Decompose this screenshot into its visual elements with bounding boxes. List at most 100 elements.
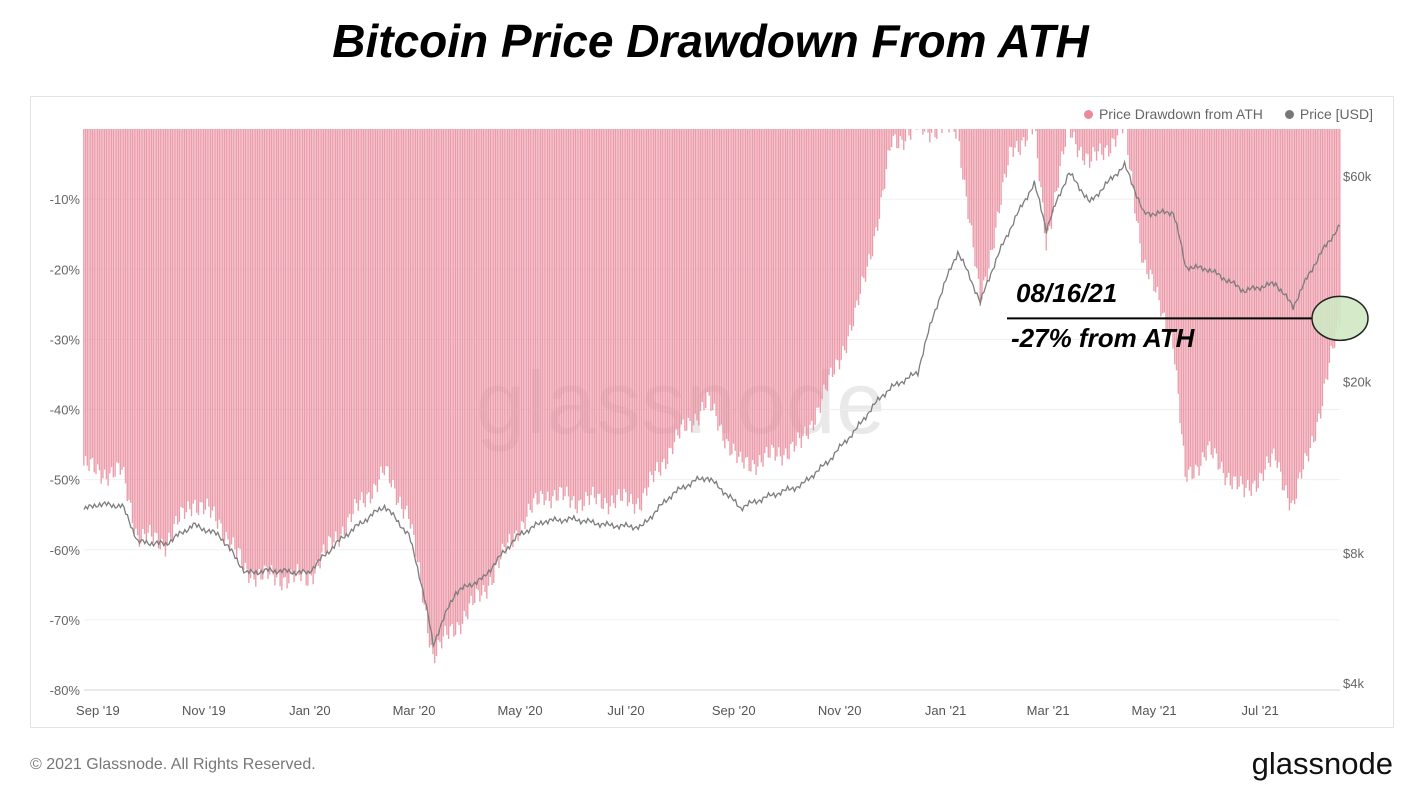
drawdown-bar [1095,129,1098,161]
drawdown-bar [472,129,474,605]
drawdown-bar [837,129,839,361]
drawdown-bar [416,129,419,563]
drawdown-bar [882,129,884,191]
drawdown-bar [578,129,580,501]
drawdown-bar [477,129,479,591]
drawdown-bar [654,129,657,471]
drawdown-bar [724,129,726,449]
drawdown-bar [557,129,559,501]
drawdown-bar [760,129,762,463]
drawdown-bar [159,129,161,550]
drawdown-bar [1090,129,1093,162]
drawdown-bar [1182,129,1185,446]
drawdown-bar [284,129,287,578]
drawdown-bar [1297,129,1299,479]
drawdown-bar [222,129,224,541]
drawdown-bar [899,129,901,137]
drawdown-bar [289,129,292,570]
drawdown-bar [861,129,863,277]
drawdown-bar [439,129,441,643]
legend-item-drawdown[interactable]: Price Drawdown from ATH [1083,106,1263,122]
drawdown-bar [632,129,634,505]
drawdown-bar [651,129,653,476]
y-right-tick-label: $4k [1343,676,1364,691]
drawdown-bar [1274,129,1277,461]
drawdown-bar [698,129,700,426]
drawdown-bar [571,129,573,501]
drawdown-bar [140,129,142,543]
drawdown-bar [630,129,632,495]
drawdown-bar [998,129,1000,214]
drawdown-bar [451,129,453,625]
drawdown-bar [84,129,87,457]
drawdown-bar [1040,129,1042,188]
drawdown-bar [1292,129,1294,501]
drawdown-bar [546,129,549,492]
drawdown-bar [738,129,740,457]
drawdown-bar [1287,129,1289,499]
drawdown-bar [206,129,208,499]
y-left-tick-label: -40% [50,403,81,418]
drawdown-bar [880,129,882,198]
drawdown-bar [564,129,566,497]
drawdown-bar [934,129,936,138]
drawdown-bar [607,129,610,515]
drawdown-bar [385,129,387,467]
drawdown-bar [1271,129,1273,454]
drawdown-bar [800,129,802,448]
drawdown-bar [135,129,137,529]
drawdown-bar [1306,129,1308,456]
drawdown-bar [496,129,498,561]
drawdown-bar [1175,129,1178,371]
drawdown-bar [1177,129,1179,394]
drawdown-bar [1224,129,1226,486]
drawdown-bar [1330,129,1332,346]
drawdown-bar [1035,129,1037,132]
drawdown-bar [604,129,606,499]
drawdown-bar [157,129,160,549]
chart-title: Bitcoin Price Drawdown From ATH [332,15,1089,67]
drawdown-bar [904,129,907,142]
drawdown-bar [185,129,187,513]
drawdown-bar [150,129,153,537]
drawdown-bar [123,129,125,467]
drawdown-bar [1318,129,1320,414]
legend-item-price[interactable]: Price [USD] [1284,106,1373,122]
drawdown-bar [1009,129,1011,147]
drawdown-bar [1299,129,1301,473]
drawdown-bar [519,129,521,537]
drawdown-bar [1267,129,1270,463]
price-line [83,159,1341,649]
drawdown-bar [765,129,768,447]
drawdown-bar [840,129,842,361]
drawdown-bar [1158,129,1160,301]
drawdown-bar [520,129,523,522]
drawdown-bar [901,129,903,140]
drawdown-bar [251,129,253,570]
drawdown-bar [275,129,278,578]
drawdown-bar [866,129,868,267]
drawdown-bar [1021,129,1023,141]
drawdown-bar [1245,129,1247,488]
drawdown-bar [972,129,974,248]
drawdown-bar [388,129,391,484]
drawdown-bar [465,129,467,617]
drawdown-bar [871,129,874,257]
drawdown-bar [1019,129,1021,155]
drawdown-bar [1238,129,1240,487]
drawdown-bar [270,129,273,566]
drawdown-bar [1146,129,1148,275]
drawdown-bar [538,129,540,504]
drawdown-bar [262,129,264,580]
drawdown-bar [357,129,359,511]
drawdown-bar [1285,129,1287,486]
drawdown-bar [239,129,241,549]
drawdown-bar [922,129,924,135]
drawdown-bar [536,129,538,505]
drawdown-bar [970,129,973,226]
drawdown-bar [606,129,608,504]
drawdown-bar [977,129,980,279]
x-tick-label: Nov '19 [182,703,226,718]
drawdown-bar [824,129,827,390]
